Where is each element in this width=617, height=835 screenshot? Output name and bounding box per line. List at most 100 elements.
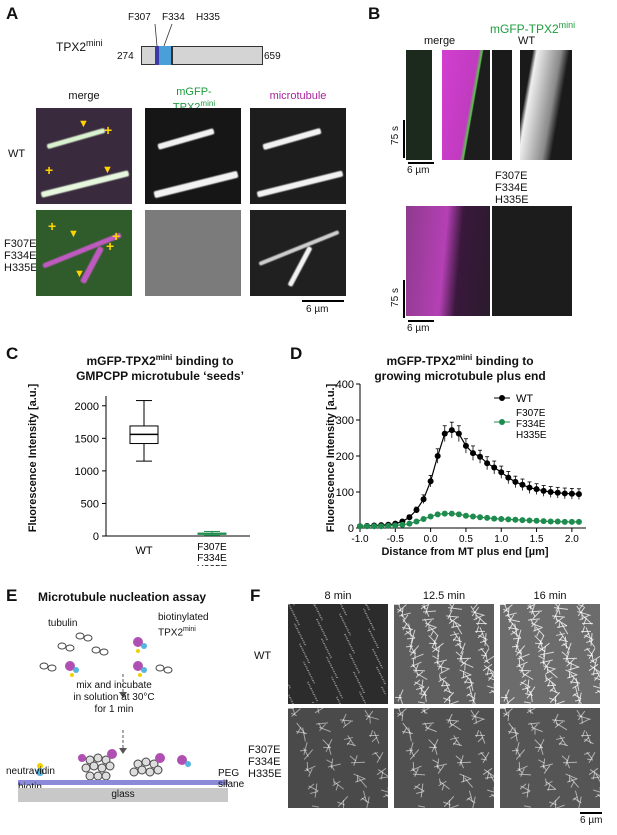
d-point	[491, 464, 498, 471]
micrograph-a-microtubule-wt	[250, 108, 346, 204]
d-title: mGFP-TPX2mini binding to growing microtub…	[374, 353, 546, 383]
d-ytick-label: 100	[336, 487, 354, 499]
construct-start: 274	[117, 51, 134, 62]
c-ylabel: Fluorescence Intensity [a.u.]	[27, 383, 39, 533]
c-ytick-label: 0	[93, 531, 99, 543]
b-title: mGFP-TPX2mini	[490, 20, 576, 36]
d-xtick-label: 0.5	[459, 534, 473, 545]
d-xtick-label: 1.0	[494, 534, 508, 545]
d-xlabel: Distance from MT plus end [µm]	[381, 546, 549, 558]
e-glass: glass	[18, 788, 228, 802]
kymograph-b-wt	[520, 50, 572, 160]
d-point	[512, 516, 519, 523]
d-point	[554, 518, 561, 525]
d-ytick-label: 0	[348, 523, 354, 535]
c-ytick-label: 2000	[75, 401, 99, 413]
row-label-wt: WT	[8, 148, 26, 160]
e-mix-label: mix and incubate in solution at 30°C for 1…	[73, 680, 155, 715]
d-point	[484, 460, 491, 467]
d-legend-mut-marker	[499, 419, 505, 425]
d-point	[575, 518, 582, 525]
d-xtick-label: 2.0	[565, 534, 579, 545]
f-micrograph-wt-8	[288, 604, 388, 704]
d-xtick-label: -1.0	[351, 534, 369, 545]
d-point	[385, 522, 392, 529]
micrograph-a-mgfp-wt	[145, 108, 241, 204]
d-point	[455, 430, 462, 437]
d-point	[526, 484, 533, 491]
d-point	[477, 453, 484, 460]
d-point	[441, 510, 448, 517]
d-point	[399, 521, 406, 528]
f-time-3: 16 min	[533, 590, 567, 602]
b-time-scale-bar-2	[403, 280, 405, 318]
d-point	[427, 513, 434, 520]
f-row-wt: WT	[254, 650, 272, 662]
e-peg-label: PEG silane	[218, 768, 245, 790]
d-point	[498, 469, 505, 476]
e-diagram	[18, 632, 228, 785]
kymograph-b-merge-wt-left	[406, 50, 432, 160]
b-dist-scale-bar-2	[408, 320, 434, 322]
col-header-microtubule: microtubule	[269, 90, 327, 102]
scale-label-a: 6 µm	[306, 304, 329, 315]
d-point	[505, 516, 512, 523]
b-merge-label-1: merge	[424, 35, 456, 47]
kymograph-b-mutant	[492, 206, 572, 316]
b-mutant-label: F307E F334E H335E	[495, 170, 529, 206]
site-marker-2	[159, 46, 171, 65]
site-label-1: F307	[128, 12, 151, 23]
f-time-1: 8 min	[324, 590, 352, 602]
d-point	[477, 514, 484, 521]
d-point	[540, 487, 547, 494]
scale-bar-f	[580, 812, 602, 814]
d-ytick-label: 200	[336, 451, 354, 463]
c-title: mGFP-TPX2mini binding to GMPCPP microtubu…	[76, 353, 244, 383]
d-xtick-label: 1.5	[530, 534, 544, 545]
c-ytick-label: 1500	[75, 433, 99, 445]
d-point	[420, 496, 427, 503]
b-time-scale-1: 75 s	[389, 126, 401, 145]
d-point	[448, 427, 455, 434]
d-point	[505, 474, 512, 481]
d-point	[455, 511, 462, 518]
d-legend-mut-text: F307E	[516, 408, 546, 419]
panel-label-e: E	[6, 586, 18, 605]
d-ytick-label: 300	[336, 415, 354, 427]
d-point	[575, 491, 582, 498]
site-leader-lines	[154, 23, 173, 47]
site-marker-3	[171, 46, 173, 65]
e-title: Microtubule nucleation assay	[38, 590, 207, 604]
c-xcat-mutant: H335E	[197, 564, 228, 566]
d-ytick-label: 400	[336, 379, 354, 391]
d-point	[434, 453, 441, 459]
e-biotin-label: biotin	[18, 782, 42, 793]
f-micrograph-mut-12	[394, 708, 494, 808]
d-point	[554, 489, 561, 496]
kymograph-b-wt-left	[492, 50, 512, 160]
c-xcat-mutant: F334E	[197, 553, 227, 564]
d-legend-mut-text: F334E	[516, 419, 546, 430]
col-header-merge: merge	[68, 90, 100, 102]
d-point	[470, 450, 476, 457]
construct-name: TPX2mini	[56, 38, 103, 54]
d-point	[533, 517, 540, 524]
d-point	[427, 478, 434, 485]
c-xcat-mutant: F307E	[197, 542, 227, 553]
kymograph-b-merge-wt	[442, 50, 490, 160]
f-micrograph-mut-16	[500, 708, 600, 808]
micrograph-a-merge-wt: ▼ + + ▼	[36, 108, 132, 204]
d-point	[568, 518, 575, 525]
panel-label-a: A	[6, 4, 19, 23]
d-point	[441, 430, 448, 437]
d-xtick-label: 0.0	[424, 534, 438, 545]
nucleus-cluster-1	[78, 749, 117, 781]
scale-bar-a	[302, 300, 344, 302]
d-point	[547, 489, 554, 495]
kymograph-b-merge-mutant	[406, 206, 490, 316]
d-point	[413, 507, 420, 513]
f-micrograph-wt-12	[394, 604, 494, 704]
d-point	[470, 513, 476, 520]
d-point	[519, 517, 526, 524]
d-point	[378, 523, 385, 530]
